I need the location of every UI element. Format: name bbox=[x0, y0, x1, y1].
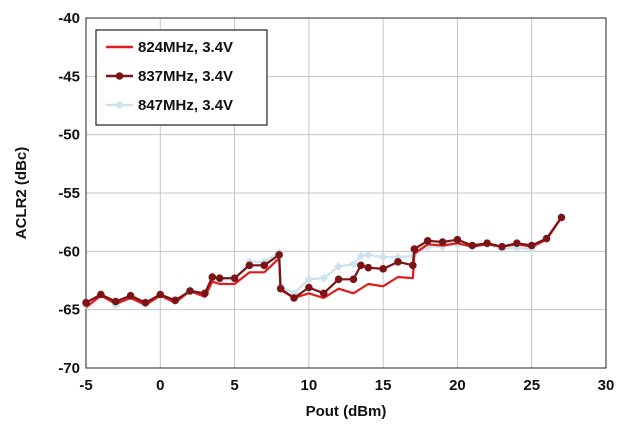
y-tick-label-6: -70 bbox=[58, 360, 80, 377]
series-1-point-25 bbox=[409, 261, 417, 270]
x-tick-label-5: 20 bbox=[449, 377, 466, 394]
series-1-point-32 bbox=[498, 242, 506, 251]
series-2-point-17 bbox=[304, 275, 314, 284]
legend: 824MHz, 3.4V 837MHz, 3.4V 847MHz, 3.4V bbox=[95, 29, 268, 126]
series-1-point-27 bbox=[423, 237, 432, 245]
y-axis-ticks: -40 -45 -50 -55 -60 -65 -70 bbox=[58, 10, 80, 377]
series-1-point-11 bbox=[230, 274, 239, 282]
series-1-point-31 bbox=[483, 239, 491, 247]
plot-area-frame bbox=[85, 17, 607, 369]
series-2-point-20 bbox=[349, 259, 358, 269]
y-tick-label-1: -45 bbox=[58, 68, 80, 85]
y-tick-label-2: -50 bbox=[58, 127, 80, 144]
series-1-point-17 bbox=[305, 283, 313, 292]
series-1-point-35 bbox=[542, 234, 551, 243]
y-tick-label-5: -65 bbox=[58, 302, 80, 319]
y-tick-label-4: -60 bbox=[58, 243, 80, 260]
series-1-point-7 bbox=[186, 287, 194, 295]
x-tick-label-6: 25 bbox=[523, 377, 540, 394]
series-1-point-12 bbox=[245, 261, 254, 270]
series-1-point-4 bbox=[141, 298, 150, 307]
x-tick-label-7: 30 bbox=[598, 377, 615, 394]
x-tick-label-4: 15 bbox=[375, 377, 392, 394]
grid-lines bbox=[85, 17, 607, 369]
series-2-point-19 bbox=[334, 262, 343, 271]
series-1-point-19 bbox=[334, 275, 343, 284]
series-2-point-22 bbox=[363, 250, 373, 260]
legend-label-0: 824MHz, 3.4V bbox=[138, 39, 233, 56]
x-tick-label-3: 10 bbox=[301, 377, 318, 394]
series-1-point-9 bbox=[208, 273, 217, 281]
legend-label-1: 837MHz, 3.4V bbox=[138, 68, 233, 85]
series-2-point-23 bbox=[378, 252, 388, 262]
y-tick-label-0: -40 bbox=[58, 10, 80, 27]
series-1-point-6 bbox=[171, 296, 179, 305]
series-2-point-18 bbox=[319, 273, 329, 283]
series-1-point-18 bbox=[319, 289, 328, 298]
series-1-point-16 bbox=[290, 294, 298, 302]
series-1-point-21 bbox=[357, 261, 365, 270]
series-1-point-30 bbox=[468, 241, 477, 250]
x-axis-title: Pout (dBm) bbox=[306, 403, 387, 420]
series-1-point-0 bbox=[82, 298, 90, 307]
x-tick-label-1: 0 bbox=[156, 377, 164, 394]
series-1-point-36 bbox=[557, 213, 566, 222]
series-1-point-14 bbox=[275, 251, 283, 259]
series-1-point-22 bbox=[364, 263, 373, 272]
series-1-point-20 bbox=[349, 275, 358, 284]
series-2-point-21 bbox=[356, 251, 366, 261]
series-1-point-24 bbox=[394, 258, 402, 266]
x-axis-ticks: -5 0 5 10 15 20 25 30 bbox=[79, 377, 614, 394]
series-1-point-26 bbox=[410, 245, 419, 253]
series-1-point-34 bbox=[527, 241, 536, 250]
series-1-point-23 bbox=[379, 265, 387, 273]
series-1-point-8 bbox=[201, 289, 209, 298]
series-1-point-1 bbox=[97, 290, 105, 299]
x-tick-label-0: -5 bbox=[79, 377, 92, 394]
series-1-point-2 bbox=[111, 297, 120, 306]
series-1-point-15 bbox=[276, 284, 285, 293]
series-1-point-33 bbox=[513, 239, 521, 247]
x-tick-label-2: 5 bbox=[230, 377, 238, 394]
series-1-point-28 bbox=[438, 238, 447, 246]
series-1-point-13 bbox=[260, 261, 269, 270]
series-1 bbox=[82, 213, 566, 307]
legend-marker-2 bbox=[115, 100, 124, 110]
y-tick-label-3: -55 bbox=[58, 185, 80, 202]
series-1-point-10 bbox=[215, 274, 224, 282]
series-1-point-29 bbox=[453, 235, 462, 244]
series-layer bbox=[81, 212, 566, 310]
series-1-point-5 bbox=[156, 290, 165, 299]
series-1-point-3 bbox=[126, 291, 135, 300]
legend-marker-1 bbox=[115, 72, 124, 80]
y-axis-title: ACLR2 (dBc) bbox=[13, 147, 30, 240]
legend-label-2: 847MHz, 3.4V bbox=[138, 97, 233, 114]
